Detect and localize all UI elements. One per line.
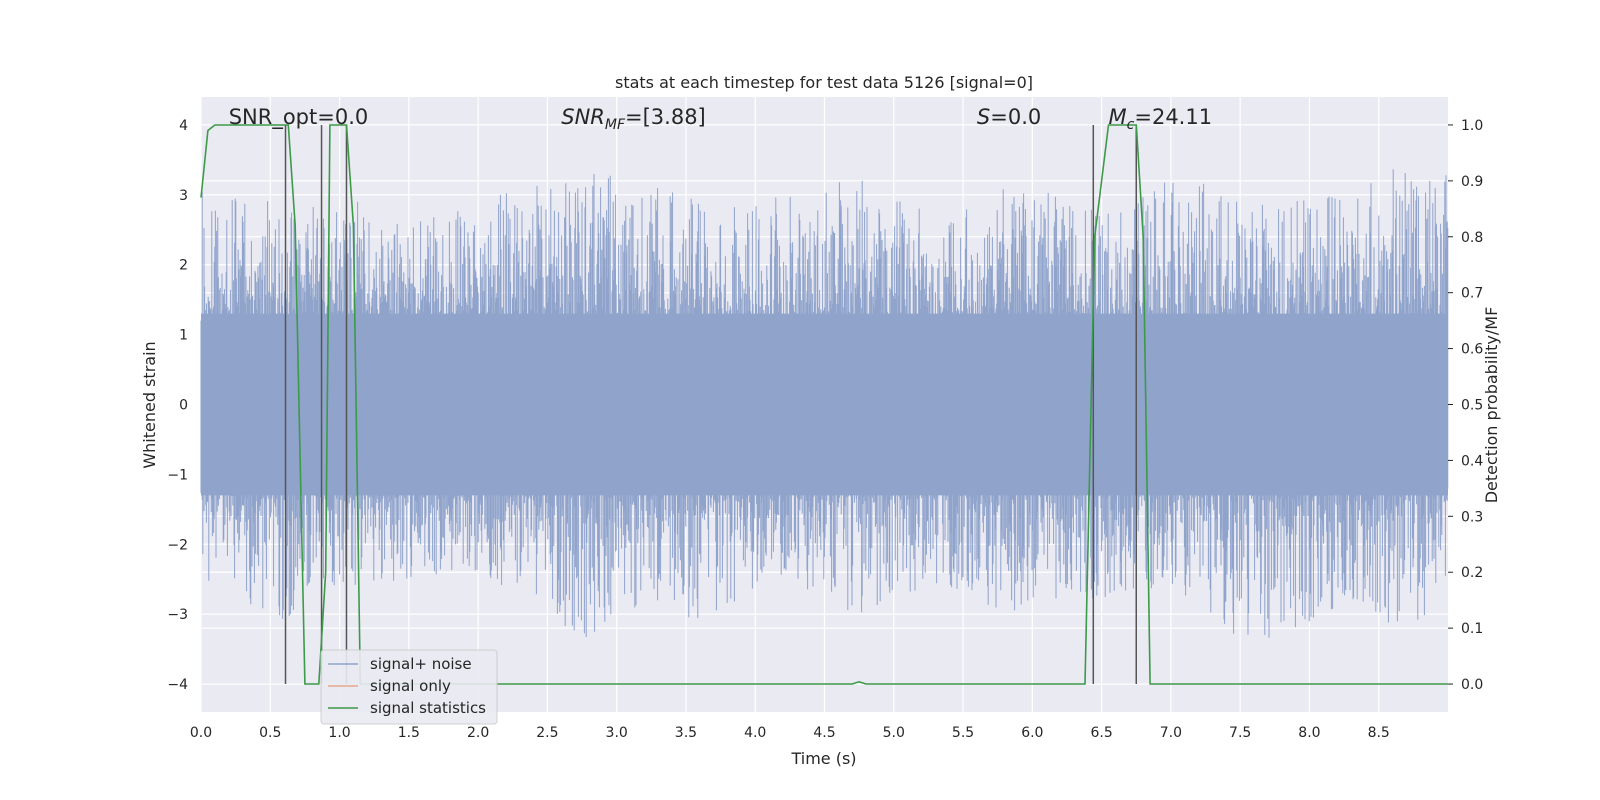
legend-label-stats: signal statistics	[370, 699, 486, 717]
vertical-markers	[284, 124, 1137, 685]
y-right-tick-label-10: 1.0	[1461, 118, 1483, 134]
legend-box	[320, 649, 498, 725]
x-tick-label-14: 7.0	[1160, 725, 1182, 741]
y-left-tick-labels: −4 −3 −2 −1 0 1 2 3 4	[167, 118, 188, 693]
y-right-tick-label-9: 0.9	[1461, 174, 1483, 190]
chart-title: stats at each timestep for test data 512…	[615, 73, 1033, 92]
annotation-3: Mc=24.11	[1109, 105, 1213, 133]
legend-label-signal: signal only	[370, 677, 451, 695]
y-left-tick-label-5: 1	[179, 328, 188, 344]
y-right-tick-labels: 0.0 0.1 0.2 0.3 0.4 0.5 0.6 0.7 0.8 0.9 1.0	[1448, 118, 1483, 693]
x-tick-label-8: 4.0	[744, 725, 766, 741]
x-tick-label-1: 0.5	[259, 725, 281, 741]
x-tick-label-3: 1.5	[398, 725, 420, 741]
x-tick-label-12: 6.0	[1021, 725, 1043, 741]
y-left-tick-label-0: −4	[167, 677, 188, 693]
y-left-tick-label-3: −1	[167, 467, 188, 483]
x-tick-label-5: 2.5	[536, 725, 558, 741]
y-right-tick-label-4: 0.4	[1461, 453, 1483, 469]
y-left-tick-label-1: −3	[167, 607, 188, 623]
y-right-tick-label-0: 0.0	[1461, 677, 1483, 693]
x-tick-label-7: 3.5	[675, 725, 697, 741]
y-right-tick-label-8: 0.8	[1461, 230, 1483, 246]
x-tick-label-15: 7.5	[1229, 725, 1251, 741]
annotation-1: SNRMF=[3.88]	[561, 105, 706, 133]
y-left-axis-label: Whitened strain	[140, 341, 159, 468]
x-tick-label-4: 2.0	[467, 725, 489, 741]
y-left-tick-label-7: 3	[179, 188, 188, 204]
legend: signal+ noise signal only signal statist…	[320, 649, 498, 725]
y-right-tick-label-7: 0.7	[1461, 286, 1483, 302]
y-right-axis-label: Detection probability/MF	[1482, 307, 1501, 504]
y-left-tick-label-4: 0	[179, 398, 188, 414]
y-right-tick-label-6: 0.6	[1461, 342, 1483, 358]
y-right-tick-label-2: 0.2	[1461, 565, 1483, 581]
x-tick-label-13: 6.5	[1090, 725, 1112, 741]
legend-label-noise: signal+ noise	[370, 655, 472, 673]
signal-noise-series	[200, 169, 1449, 638]
annotation-2: S=0.0	[977, 105, 1041, 129]
y-left-tick-label-6: 2	[179, 258, 188, 274]
y-right-tick-label-5: 0.5	[1461, 398, 1483, 414]
annotations: SNR_opt=0.0 SNRMF=[3.88] S=0.0 Mc=24.11	[229, 105, 1212, 133]
y-right-tick-label-3: 0.3	[1461, 509, 1483, 525]
x-tick-label-2: 1.0	[328, 725, 350, 741]
y-left-tick-label-2: −2	[167, 537, 188, 553]
x-tick-label-10: 5.0	[883, 725, 905, 741]
x-tick-label-6: 3.0	[606, 725, 628, 741]
x-tick-labels: 0.0 0.5 1.0 1.5 2.0 2.5 3.0 3.5 4.0 4.5 5.0 5.5 6.0 6…	[190, 725, 1390, 741]
noise-trace	[200, 169, 1449, 638]
x-tick-label-17: 8.5	[1368, 725, 1390, 741]
x-tick-label-9: 4.5	[813, 725, 835, 741]
x-tick-label-11: 5.5	[952, 725, 974, 741]
x-axis-label: Time (s)	[790, 749, 856, 768]
x-tick-label-16: 8.0	[1298, 725, 1320, 741]
y-right-tick-label-1: 0.1	[1461, 621, 1483, 637]
x-tick-label-0: 0.0	[190, 725, 212, 741]
annotation-0: SNR_opt=0.0	[229, 105, 369, 130]
y-left-tick-label-8: 4	[179, 118, 188, 134]
